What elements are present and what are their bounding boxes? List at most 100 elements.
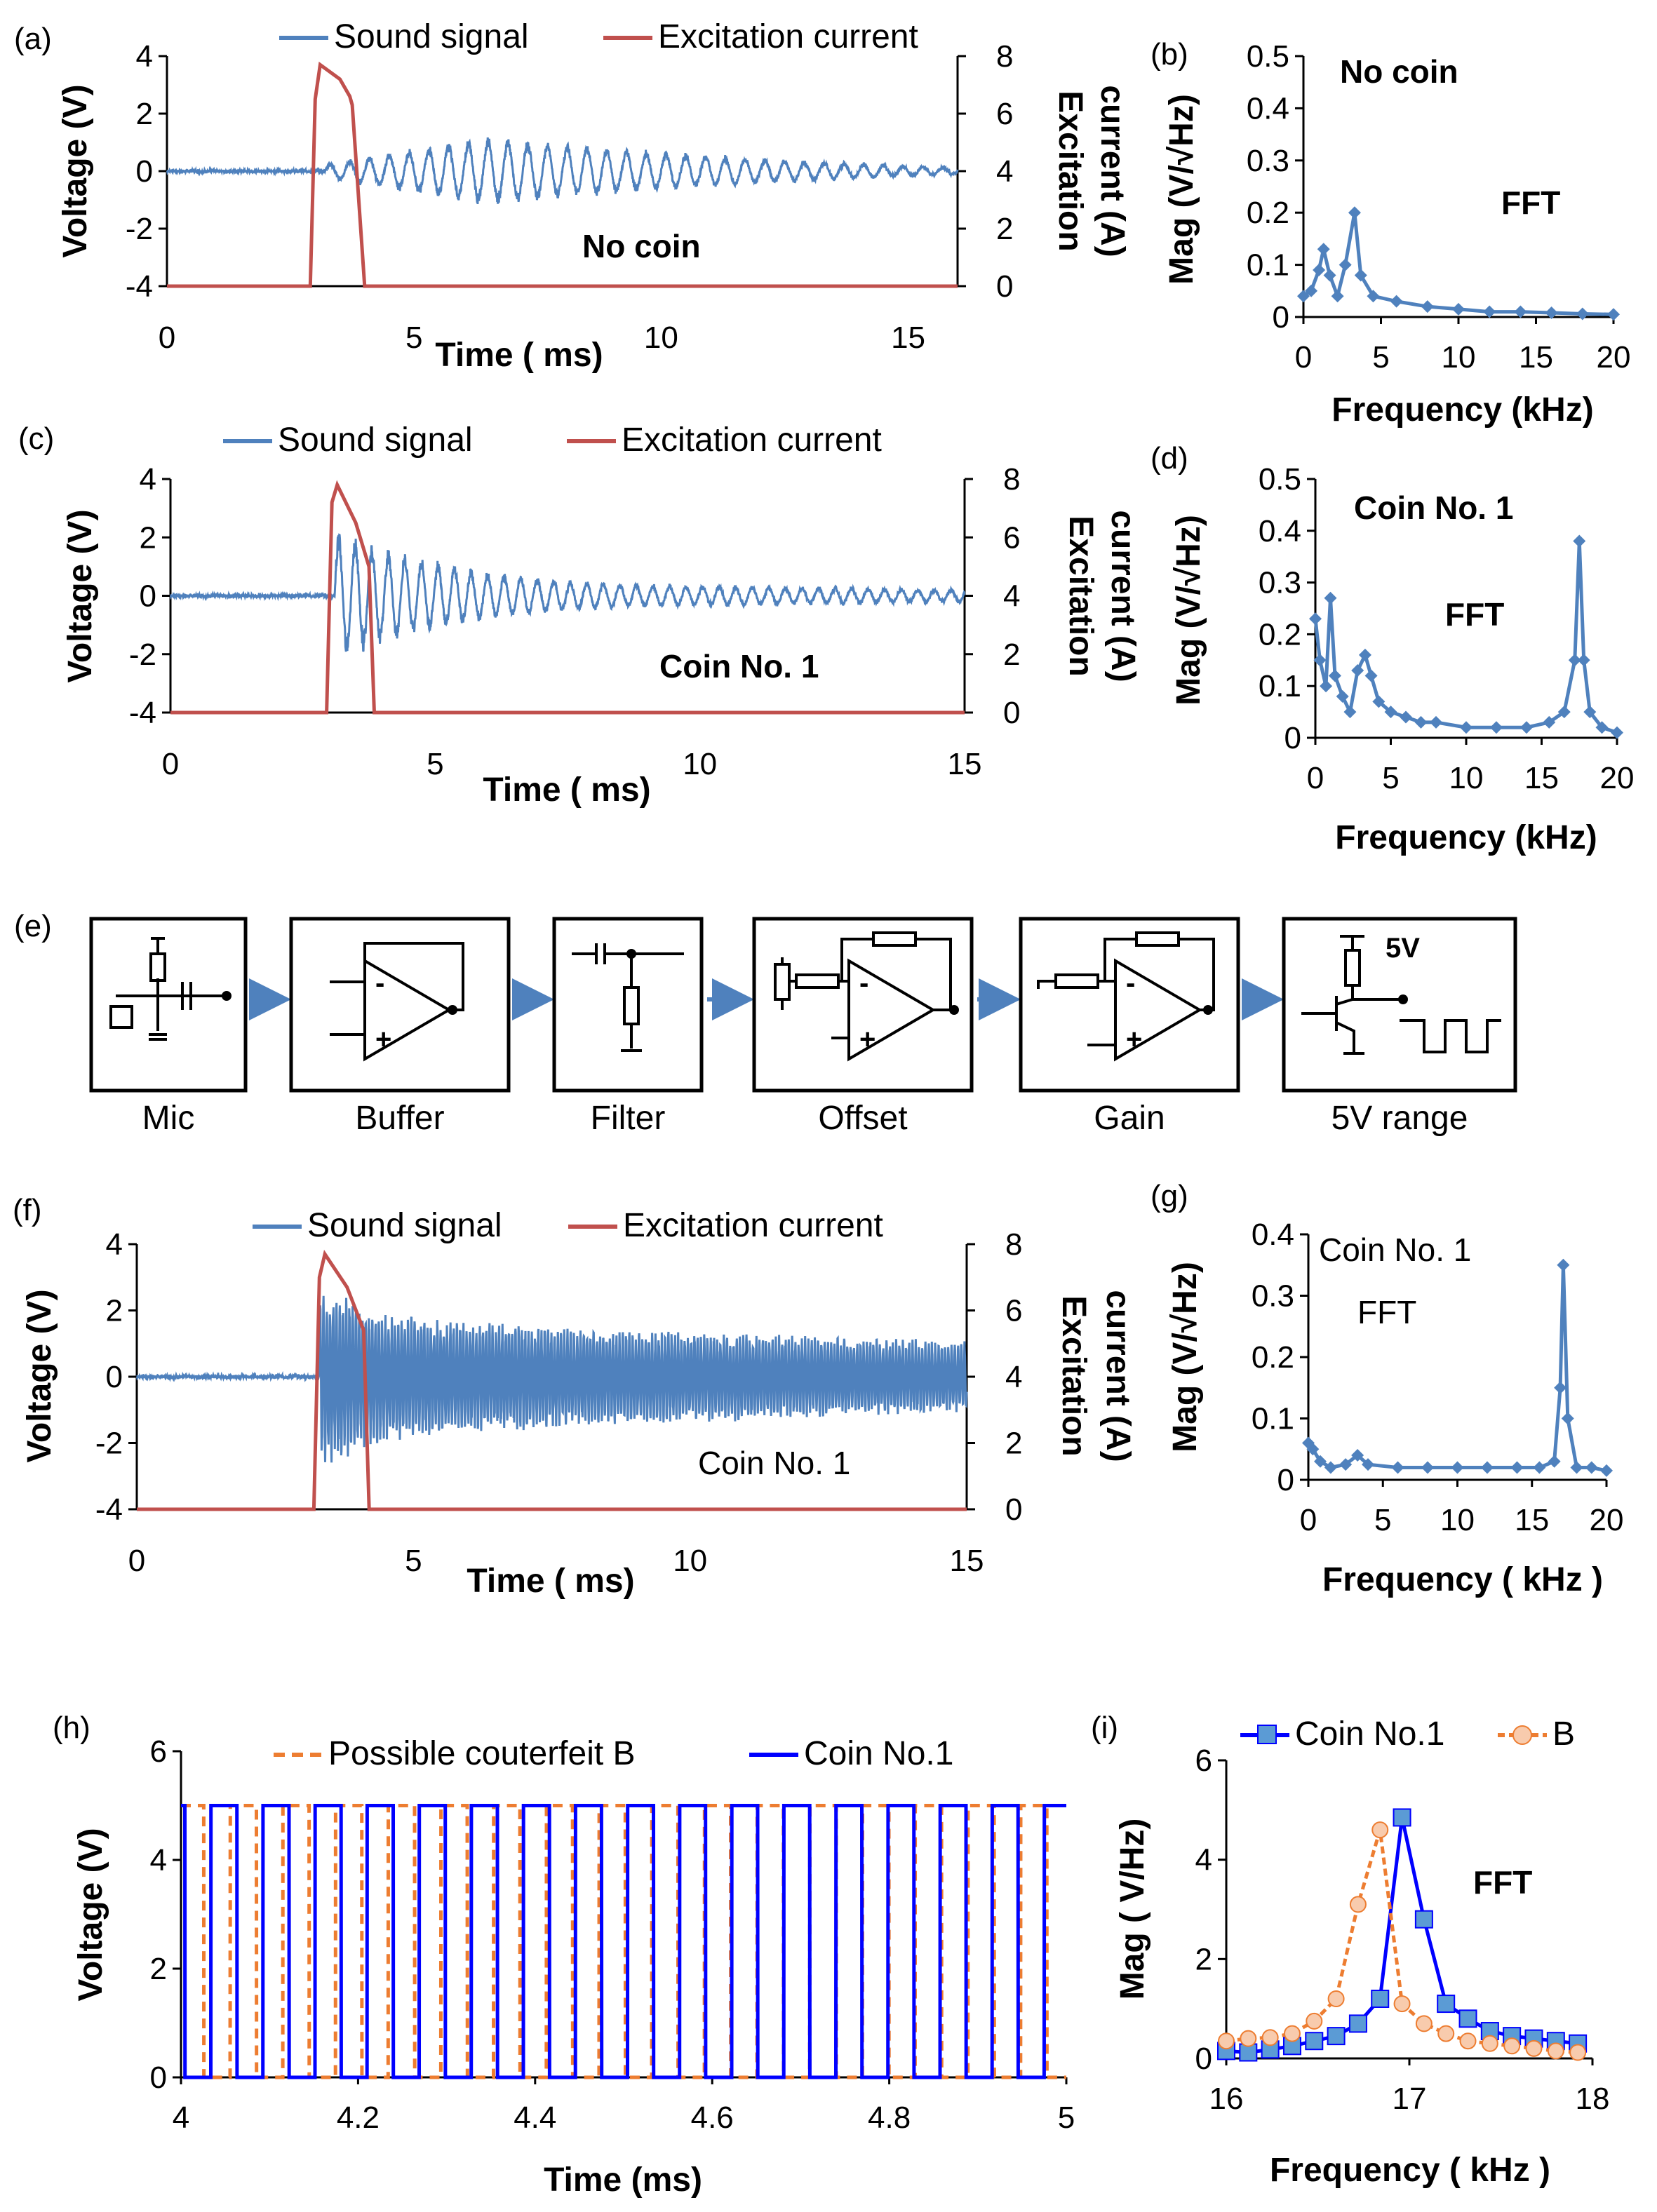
- y-axis-label: Mag ( V/Hz): [1114, 1819, 1151, 2000]
- data-point: [1573, 534, 1586, 548]
- y-axis-label: Voltage (V): [57, 84, 94, 257]
- y2-axis-label-line1: Excitation: [1052, 90, 1089, 251]
- panel-label: (g): [1150, 1179, 1188, 1213]
- x-tick-label: 20: [1600, 761, 1635, 795]
- data-point: [1372, 695, 1386, 708]
- data-point: [1323, 269, 1336, 282]
- annotation: Coin No. 1: [1354, 490, 1513, 526]
- data-point: [1261, 2029, 1279, 2046]
- data-point: [1348, 206, 1361, 220]
- data-point: [1595, 721, 1609, 734]
- x-tick-label: 5: [427, 747, 443, 781]
- data-point: [1510, 1461, 1524, 1474]
- x-tick-label: 4.2: [337, 2100, 380, 2135]
- x-tick-label: 18: [1576, 2082, 1610, 2116]
- x-tick-label: 5: [405, 321, 422, 355]
- data-point: [1543, 715, 1556, 729]
- data-point: [1490, 721, 1503, 734]
- x-tick-label: 10: [1449, 761, 1484, 795]
- x-axis-label: Frequency ( kHz ): [1270, 2152, 1550, 2189]
- series-line-b: [1226, 1829, 1578, 2054]
- y2-tick-label: 6: [1003, 520, 1020, 555]
- transistor-wires: [1301, 935, 1403, 1055]
- x-tick-label: 0: [1295, 340, 1312, 375]
- y-tick-label: 0.5: [1259, 462, 1301, 497]
- data-point: [1458, 2009, 1477, 2028]
- x-axis-label: Frequency (kHz): [1331, 391, 1593, 429]
- data-point: [1367, 290, 1380, 303]
- block-label: Mic: [142, 1100, 195, 1137]
- y-tick-label: 0.2: [1247, 196, 1289, 230]
- data-point: [1451, 1461, 1464, 1474]
- x-axis-label: Time ( ms): [483, 771, 650, 809]
- gain-opamp: [1114, 958, 1202, 1062]
- panel-label: (i): [1091, 1711, 1118, 1745]
- data-point: [1414, 1910, 1433, 1929]
- y2-tick-label: 4: [996, 154, 1013, 189]
- legend-label: Excitation current: [658, 18, 918, 55]
- data-point: [1520, 721, 1533, 734]
- offset-opamp: [847, 958, 936, 1062]
- series-line-excitation-current: [167, 61, 958, 288]
- block-label: Filter: [591, 1100, 666, 1137]
- legend-label: B: [1552, 1715, 1575, 1753]
- series-line-sound-signal: [169, 533, 966, 652]
- y-tick-label: 0: [136, 154, 153, 189]
- x-tick-label: 5: [1372, 340, 1389, 375]
- data-point: [1557, 1258, 1570, 1272]
- data-point: [1327, 2027, 1346, 2046]
- data-point: [1305, 2032, 1324, 2051]
- panel-label: (b): [1150, 37, 1188, 72]
- data-point: [1305, 284, 1318, 297]
- y-tick-label: -2: [129, 638, 156, 672]
- x-tick-label: 5: [1374, 1503, 1391, 1537]
- range-output-node: [1398, 994, 1408, 1004]
- y-tick-label: 0.5: [1247, 39, 1289, 74]
- gain-resistor-in: [1054, 973, 1099, 989]
- gain-output-node: [1203, 1005, 1213, 1015]
- y-tick-label: 0: [1195, 2042, 1212, 2076]
- x-tick-label: 10: [683, 747, 717, 781]
- mic-resistor: [149, 952, 166, 982]
- buffer-output-node: [448, 1005, 457, 1015]
- x-axis-label: Time ( ms): [467, 1563, 634, 1600]
- y-tick-label: 2: [140, 520, 156, 555]
- series-line-sound-signal: [135, 1295, 968, 1463]
- data-point: [1569, 2044, 1587, 2061]
- data-point: [1371, 1821, 1389, 1839]
- y-tick-label: 0: [140, 579, 156, 614]
- data-point: [1547, 2042, 1564, 2060]
- x-tick-label: 16: [1209, 2082, 1244, 2116]
- offset-resistor-fb: [872, 931, 917, 947]
- data-point: [1391, 1461, 1404, 1474]
- data-point: [1313, 654, 1327, 667]
- data-point: [1611, 726, 1623, 739]
- data-point: [1240, 2030, 1257, 2047]
- x-tick-label: 15: [891, 321, 925, 355]
- y2-tick-label: 0: [1003, 696, 1020, 730]
- filter-resistor: [623, 986, 640, 1025]
- data-point: [1437, 1995, 1456, 2014]
- data-point: [1576, 307, 1589, 321]
- annotation: Coin No. 1: [659, 648, 819, 684]
- x-tick-label: 5: [405, 1544, 422, 1578]
- y2-tick-label: 8: [996, 39, 1013, 74]
- block-label: Gain: [1094, 1100, 1165, 1137]
- opamp-minus: -: [375, 968, 384, 999]
- y-tick-label: 2: [1195, 1942, 1212, 1976]
- y2-axis-label-line2: current (A): [1104, 510, 1141, 682]
- legend-label: Excitation current: [623, 1207, 883, 1244]
- gain-resistor-fb: [1135, 931, 1180, 947]
- y-tick-label: 0.3: [1252, 1279, 1294, 1314]
- filter-node: [626, 949, 636, 959]
- data-point: [1320, 680, 1333, 693]
- panel-label: (f): [13, 1193, 42, 1227]
- legend-label: Excitation current: [622, 422, 882, 459]
- chart-a: (a) -4 -2 0 2 4 0 2 4 6 8 0 5 10 15 Time ( ms) Voltage (…: [14, 18, 1131, 374]
- x-axis-label: Time (ms): [544, 2162, 702, 2199]
- x-tick-label: 15: [1519, 340, 1553, 375]
- opamp-plus: +: [1126, 1024, 1142, 1055]
- y-axis-label: Mag (V/√Hz): [1170, 515, 1207, 706]
- data-point: [1554, 1381, 1567, 1394]
